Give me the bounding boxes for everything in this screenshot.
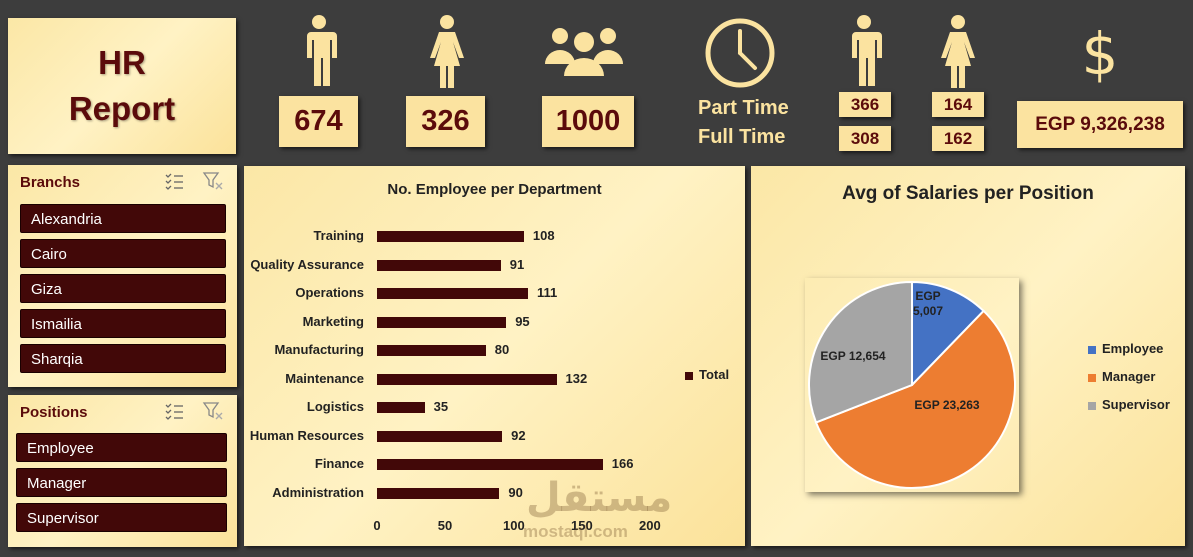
bar-label-4: Manufacturing [274, 342, 364, 357]
female-total-kpi: 326 [406, 96, 485, 147]
employees-per-department-chart: No. Employee per Department Training 108 Q… [244, 166, 745, 546]
pie-chart-title: Avg of Salaries per Position [842, 183, 1094, 204]
branches-slicer-header: Branchs [20, 174, 81, 191]
multi-select-icon-2[interactable] [164, 401, 184, 421]
branch-item-alexandria[interactable]: Alexandria [20, 204, 226, 233]
bar-7 [377, 430, 503, 442]
pie-label-employee: EGP 5,007 [913, 289, 943, 318]
pie-plot: EGP 5,007 EGP 23,263 EGP 12,654 [808, 280, 1016, 489]
x-tick-0: 0 [373, 518, 381, 533]
female-full-time-kpi: 162 [932, 126, 984, 151]
bar-5 [377, 373, 557, 385]
bar-4 [377, 345, 486, 356]
bar-value-6: 35 [433, 399, 449, 414]
bar-6 [377, 402, 425, 413]
bar-label-2: Operations [295, 285, 364, 300]
legend-swatch-manager [1088, 373, 1096, 382]
positions-slicer-header: Positions [20, 404, 88, 421]
legend-swatch-supervisor [1088, 401, 1096, 410]
bar-label-0: Training [313, 228, 364, 243]
bar-label-3: Marketing [302, 313, 364, 329]
branch-item-giza[interactable]: Giza [20, 274, 226, 303]
bar-1 [377, 259, 501, 271]
pie-legend-item-employee: Employee [1088, 341, 1163, 356]
female-person-icon-2 [941, 15, 975, 88]
watermark-arabic: مستقل [526, 476, 673, 520]
female-part-time-kpi: 164 [932, 92, 984, 117]
position-item-manager[interactable]: Manager [16, 468, 227, 497]
bar-value-9: 90 [508, 484, 523, 500]
title-panel: HR Report [8, 18, 236, 154]
x-tick-4: 200 [639, 518, 661, 533]
bar-0 [377, 231, 524, 242]
male-total-kpi: 674 [279, 96, 358, 147]
legend-label-supervisor: Supervisor [1102, 397, 1170, 412]
branch-item-cairo[interactable]: Cairo [20, 239, 226, 268]
male-person-icon [305, 15, 337, 86]
pie-label-supervisor: EGP 12,654 [820, 349, 885, 363]
multi-select-icon[interactable] [164, 171, 184, 191]
legend-label-total: Total [699, 367, 730, 382]
x-tick-3: 150 [571, 518, 593, 533]
group-icon [545, 28, 623, 76]
bar-8 [377, 459, 603, 470]
positions-slicer: Positions Employee Manager Supervisor [8, 395, 237, 547]
pie-slice-supervisor [808, 280, 913, 424]
pie-label-manager: EGP 23,263 [914, 398, 979, 412]
title-line2: Report [68, 90, 176, 127]
clear-filter-icon[interactable] [202, 171, 224, 191]
avg-salary-per-position-chart: Avg of Salaries per Position EGP 5,007 EGP… [751, 166, 1185, 546]
pie-slice-manager [814, 309, 1016, 489]
bar-value-7: 92 [511, 427, 526, 443]
legend-swatch-employee [1088, 345, 1096, 354]
all-total-kpi: 1000 [542, 96, 634, 147]
bar-label-1: Quality Assurance [250, 256, 364, 272]
legend-label-manager: Manager [1102, 369, 1156, 384]
full-time-label: Full Time [698, 126, 786, 148]
female-person-icon [430, 15, 464, 88]
x-tick-2: 100 [503, 518, 525, 533]
clock-icon [705, 18, 775, 88]
bar-label-6: Logistics [306, 399, 364, 414]
bar-value-2: 111 [536, 285, 558, 300]
svg-text:$: $ [1082, 22, 1119, 84]
bar-value-5: 132 [565, 370, 588, 386]
part-time-label: Part Time [698, 97, 789, 119]
bar-value-3: 95 [515, 313, 530, 329]
pie-legend-item-supervisor: Supervisor [1088, 397, 1170, 412]
branches-slicer: Branchs Alexandria Cairo Giza Ismailia S… [8, 165, 237, 387]
male-person-icon-2 [850, 15, 882, 86]
legend-swatch-total [685, 371, 693, 380]
bar-chart-legend: Total [685, 367, 729, 382]
bar-label-9: Administration [272, 484, 364, 500]
bar-label-5: Maintenance [285, 370, 364, 386]
bar-chart-title: No. Employee per Department [387, 181, 602, 198]
pie-slice-employee [911, 280, 986, 388]
bar-value-8: 166 [611, 456, 634, 471]
bar-label-8: Finance [314, 456, 364, 471]
bar-label-7: Human Resources [249, 427, 364, 443]
pie-legend-item-manager: Manager [1088, 369, 1155, 384]
legend-label-employee: Employee [1102, 341, 1164, 356]
bar-value-1: 91 [509, 256, 525, 272]
male-part-time-kpi: 366 [839, 92, 891, 117]
bar-value-4: 80 [494, 342, 510, 357]
position-item-supervisor[interactable]: Supervisor [16, 503, 227, 532]
clear-filter-icon-2[interactable] [202, 401, 224, 421]
bar-9 [377, 487, 500, 499]
watermark-url: mostaql.com [523, 522, 628, 541]
male-full-time-kpi: 308 [839, 126, 891, 151]
branch-item-ismailia[interactable]: Ismailia [20, 309, 226, 338]
bar-2 [377, 288, 528, 299]
x-tick-1: 50 [437, 518, 453, 533]
bar-3 [377, 316, 507, 328]
position-item-employee[interactable]: Employee [16, 433, 227, 462]
bar-value-0: 108 [532, 228, 555, 243]
title-line1: HR [98, 44, 146, 81]
total-salary-kpi: EGP 9,326,238 [1017, 101, 1183, 148]
branch-item-sharqia[interactable]: Sharqia [20, 344, 226, 373]
dollar-icon: $ [1082, 22, 1119, 84]
